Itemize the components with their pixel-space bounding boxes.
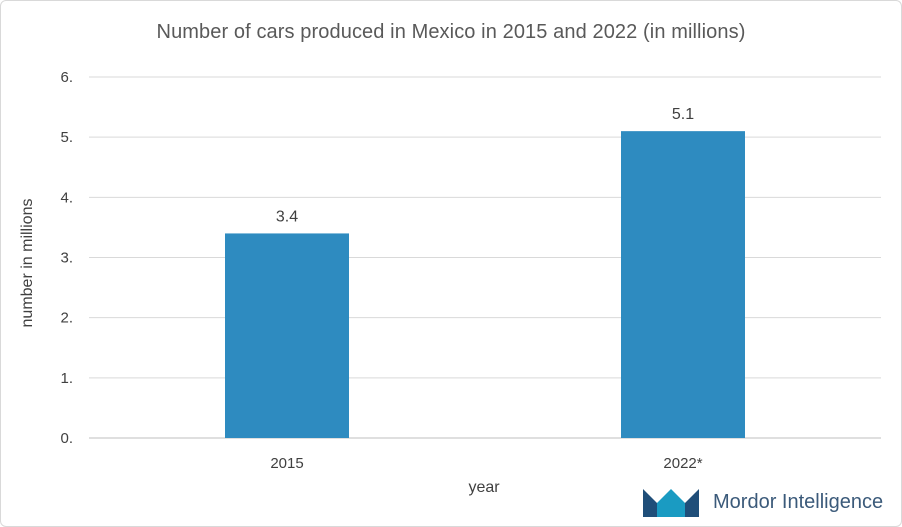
- y-axis-ticks: 0. 1. 2. 3. 4. 5. 6.: [60, 69, 73, 447]
- y-tick-label: 1.: [60, 370, 73, 387]
- gridlines: [89, 76, 881, 439]
- data-labels: 3.4 5.1: [276, 106, 694, 225]
- data-label: 5.1: [672, 106, 694, 123]
- y-tick-label: 4.: [60, 189, 73, 206]
- x-tick-label: 2015: [270, 455, 303, 472]
- y-tick-label: 0.: [60, 430, 73, 447]
- y-tick-label: 2.: [60, 310, 73, 327]
- bars: [225, 131, 745, 438]
- y-axis-label: number in millions: [19, 198, 36, 328]
- x-axis-ticks: 2015 2022*: [270, 455, 702, 472]
- y-tick-label: 3.: [60, 250, 73, 267]
- mordor-logo-mark-icon: [643, 489, 699, 517]
- bar: [621, 131, 745, 438]
- bar: [225, 233, 349, 438]
- data-label: 3.4: [276, 208, 298, 225]
- y-tick-label: 5.: [60, 129, 73, 146]
- mordor-intelligence-logo: Mordor Intelligence: [641, 483, 899, 521]
- logo-text: Mordor Intelligence: [713, 491, 884, 513]
- x-tick-label: 2022*: [663, 455, 702, 472]
- chart-title: Number of cars produced in Mexico in 201…: [156, 21, 746, 43]
- x-axis-label: year: [468, 479, 500, 496]
- y-tick-label: 6.: [60, 69, 73, 86]
